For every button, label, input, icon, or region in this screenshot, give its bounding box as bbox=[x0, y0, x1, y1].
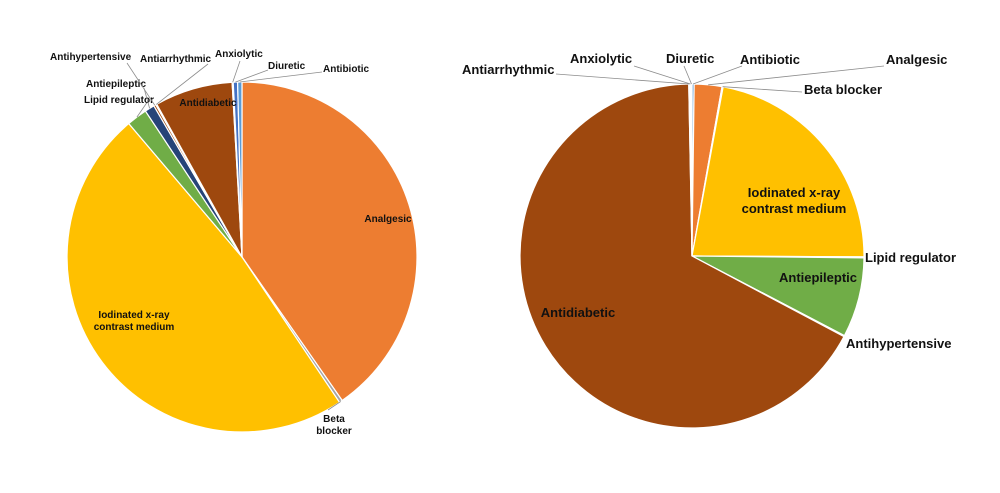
leader-line-diuretic bbox=[235, 69, 269, 83]
pie-slices bbox=[519, 83, 865, 429]
slice-label-anxiolytic: Anxiolytic bbox=[570, 51, 632, 66]
slice-label-antihypertensive: Antihypertensive bbox=[50, 52, 132, 63]
pie-labels: Analgesic Beta blocker Iodinated x-ray contr… bbox=[50, 49, 412, 437]
slice-label-antibiotic: Antibiotic bbox=[323, 64, 370, 75]
leader-line-anxiolytic bbox=[633, 65, 691, 85]
leader-line-antiarrhythmic bbox=[555, 73, 690, 85]
slice-label-antibiotic: Antibiotic bbox=[740, 52, 800, 67]
leader-line-antiarrhythmic bbox=[156, 63, 209, 105]
slice-label-analgesic: Analgesic bbox=[364, 214, 412, 225]
pie-slice-iodinated-x-ray-contrast-medium bbox=[66, 122, 341, 433]
pie-chart-right: Antibiotic Analgesic Beta blocker Iodinated… bbox=[462, 51, 956, 429]
pie-labels: Antibiotic Analgesic Beta blocker Iodinated… bbox=[462, 51, 956, 351]
slice-label-beta-blocker: Beta blocker bbox=[804, 82, 882, 97]
slice-label-antiarrhythmic: Antiarrhythmic bbox=[462, 62, 554, 77]
leader-line-anxiolytic bbox=[232, 60, 241, 83]
slice-label-antidiabetic: Antidiabetic bbox=[541, 305, 615, 320]
slice-label-beta-blocker: Beta blocker bbox=[316, 414, 352, 437]
leader-line-antiepileptic bbox=[143, 87, 150, 109]
slice-label-antiepileptic: Antiepileptic bbox=[779, 270, 857, 285]
pie-slice-antidiabetic bbox=[519, 83, 845, 429]
slice-label-lipid-regulator: Lipid regulator bbox=[865, 250, 956, 265]
slice-label-diuretic: Diuretic bbox=[666, 51, 714, 66]
leader-line-diuretic bbox=[683, 65, 692, 85]
pie-slice-analgesic bbox=[241, 81, 418, 402]
slice-label-antiarrhythmic: Antiarrhythmic bbox=[140, 54, 212, 65]
slice-label-diuretic: Diuretic bbox=[268, 61, 306, 72]
leader-line-lipid-regulator bbox=[136, 100, 149, 118]
leader-line-analgesic bbox=[708, 65, 885, 86]
slice-label-antiepileptic: Antiepileptic bbox=[86, 79, 146, 90]
leader-line-beta-blocker bbox=[722, 86, 803, 93]
leader-line-antihypertensive bbox=[126, 62, 156, 106]
pie-chart-left: Analgesic Beta blocker Iodinated x-ray contr… bbox=[50, 49, 418, 437]
slice-label-anxiolytic: Anxiolytic bbox=[215, 49, 263, 60]
slice-label-antihypertensive: Antihypertensive bbox=[846, 336, 951, 351]
leader-line-beta-blocker bbox=[327, 401, 342, 411]
slice-label-iodinated-x-ray-contrast-medium: Iodinated x-ray contrast medium bbox=[94, 310, 175, 333]
pie-slice-iodinated-x-ray-contrast-medium bbox=[691, 86, 865, 258]
leader-line-antibiotic bbox=[239, 71, 323, 83]
slice-label-lipid-regulator: Lipid regulator bbox=[84, 95, 154, 106]
slice-label-iodinated-x-ray-contrast-medium: Iodinated x-ray contrast medium bbox=[742, 185, 847, 216]
pie-slices bbox=[66, 81, 418, 433]
leader-line-antibiotic bbox=[692, 65, 743, 85]
slice-label-analgesic: Analgesic bbox=[886, 52, 947, 67]
slice-label-antidiabetic: Antidiabetic bbox=[179, 98, 237, 109]
